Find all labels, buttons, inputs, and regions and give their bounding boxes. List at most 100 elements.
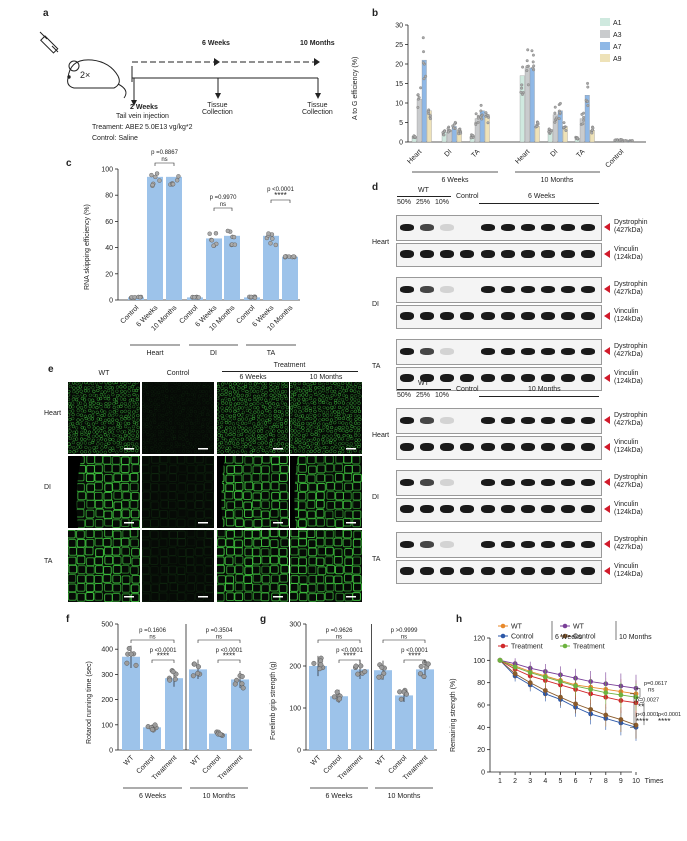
chart-c-bar xyxy=(206,238,222,300)
chart-b-point xyxy=(417,96,421,99)
chart-b-legend-label: A9 xyxy=(613,56,622,63)
chart-b-point xyxy=(562,125,566,129)
blot-band xyxy=(420,505,434,513)
blot-dystrophin-label: Dystrophin (427kDa) xyxy=(614,474,648,489)
blot-band xyxy=(501,347,515,355)
chart-b-legend-label: A7 xyxy=(613,44,622,51)
chart-g-bracket xyxy=(403,659,426,663)
chart-h-point xyxy=(618,692,624,698)
chart-c-ytick-label: 80 xyxy=(105,193,113,200)
blot-band xyxy=(521,540,535,548)
chart-f-point xyxy=(240,685,246,691)
chart-f-pvalue: p =0.3504 xyxy=(206,628,234,634)
panel-b-letter: b xyxy=(372,8,379,19)
blot-band xyxy=(541,312,555,320)
chart-b-point xyxy=(471,133,475,137)
chart-h-ytick-label: 80 xyxy=(477,680,485,687)
chart-b-point xyxy=(457,128,461,132)
chart-c-bar xyxy=(282,256,298,300)
chart-f-group-label: 6 Weeks xyxy=(139,793,167,800)
chart-h-ytick-label: 120 xyxy=(473,636,485,643)
chart-b-point xyxy=(553,105,557,109)
chart-h-point xyxy=(512,664,518,670)
chart-b-ytick-label: 0 xyxy=(399,140,403,147)
chart-b-point xyxy=(416,93,420,97)
blot-band xyxy=(481,374,495,382)
blot-band xyxy=(440,223,454,231)
blot-band xyxy=(481,250,495,258)
chart-h-pvalue: p=0.0617 xyxy=(644,681,667,687)
chart-g-point xyxy=(334,689,340,695)
chart-b-point xyxy=(576,137,580,141)
chart-f-point xyxy=(167,677,173,683)
chart-c-point xyxy=(291,254,296,259)
chart-c-point xyxy=(132,295,137,300)
micrograph-tile xyxy=(68,382,140,454)
chart-g-point xyxy=(417,671,423,677)
chart-f-point xyxy=(126,645,132,651)
chart-b-point xyxy=(564,129,568,132)
chart-b-point xyxy=(590,128,594,132)
blot-dystrophin-label: Dystrophin (427kDa) xyxy=(614,536,648,551)
blot-band xyxy=(521,285,535,293)
blot-band xyxy=(561,567,575,575)
blot-band xyxy=(440,567,454,575)
timeline-2weeks: 2 Weeks xyxy=(130,104,158,111)
chart-f-point xyxy=(190,673,196,679)
blot-wt-label: WT xyxy=(418,187,429,194)
blot-band xyxy=(460,567,474,575)
chart-b-point xyxy=(442,133,446,137)
blot-band xyxy=(420,443,434,451)
chart-b-point xyxy=(446,127,450,131)
chart-c-bracket xyxy=(270,199,291,203)
marker-arrow-icon xyxy=(604,285,610,293)
chart-h-xtick-label: 8 xyxy=(604,778,608,785)
chart-c-pvalue: p =0.9970 xyxy=(210,195,238,201)
chart-c-point xyxy=(282,254,288,259)
chart-b-point xyxy=(586,85,590,89)
chart-g-pvalue: p >0.9999 xyxy=(391,628,419,634)
chart-f-point xyxy=(149,727,155,733)
blot-band xyxy=(400,567,414,575)
blot-band xyxy=(440,285,454,293)
micro-row-label: DI xyxy=(44,484,51,491)
panel-c-letter: c xyxy=(66,158,72,169)
micrograph-tile xyxy=(142,382,214,454)
blot-group-label: 6 Weeks xyxy=(528,193,556,200)
chart-h-line xyxy=(499,659,637,698)
blot-vinculin-label: Vinculin (124kDa) xyxy=(614,370,643,385)
chart-b-point xyxy=(476,116,480,120)
chart-c-point xyxy=(153,174,158,180)
chart-c-point xyxy=(231,234,237,240)
chart-f-ytick-label: 100 xyxy=(101,722,113,729)
chart-c-bar xyxy=(166,176,182,300)
blot-band xyxy=(501,478,515,486)
chart-g-ytick-label: 0 xyxy=(297,748,301,755)
chart-h-pvalue: p=0.0027 xyxy=(636,698,659,704)
blot-band xyxy=(581,540,595,548)
blot-tissue-label: Heart xyxy=(372,239,390,246)
chart-c-point xyxy=(266,231,271,236)
panel-h-letter: h xyxy=(456,614,463,625)
chart-c-point xyxy=(232,242,238,247)
chart-c-point xyxy=(170,181,176,187)
chart-b-point xyxy=(580,112,584,116)
chart-c-bracket xyxy=(154,162,175,166)
blot-vinculin-label: Vinculin (124kDa) xyxy=(614,563,643,578)
chart-h-xlabel: Times xyxy=(645,778,664,785)
blot-band xyxy=(541,250,555,258)
blot-band xyxy=(420,285,434,293)
chart-b-point xyxy=(487,115,490,119)
chart-h-xtick-label: 10 xyxy=(632,778,640,785)
chart-h-xtick-label: 2 xyxy=(513,778,517,785)
chart-b-point xyxy=(586,100,589,103)
chart-b-point xyxy=(519,90,523,94)
chart-h-line xyxy=(499,659,637,689)
injection-label: Tail vein injection xyxy=(116,113,169,120)
chart-h-legend-marker xyxy=(562,633,568,639)
chart-b-point xyxy=(474,112,478,116)
blot-tissue-label: TA xyxy=(372,556,381,563)
chart-b-xtick-label: TA xyxy=(575,148,586,159)
chart-b-point xyxy=(520,83,524,87)
